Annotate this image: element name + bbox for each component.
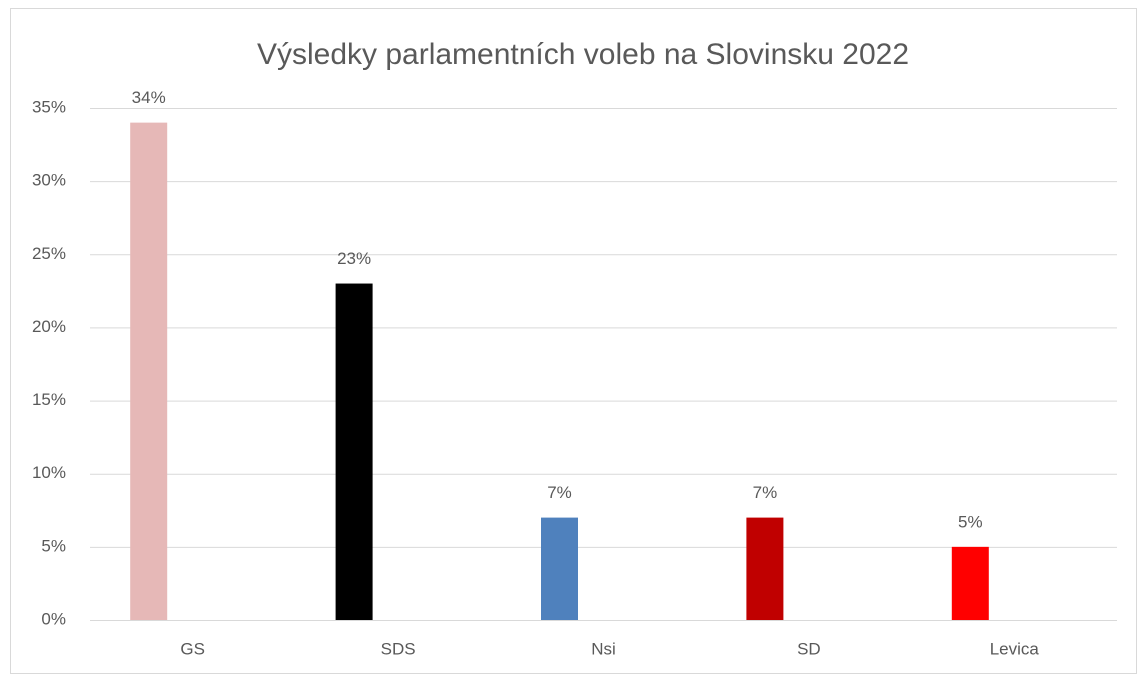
y-tick-label: 5% xyxy=(41,536,66,555)
bar xyxy=(335,283,373,620)
chart-title: Výsledky parlamentních voleb na Slovinsk… xyxy=(257,38,909,71)
x-tick-label: SD xyxy=(797,639,821,658)
x-tick-label: Levica xyxy=(990,639,1040,658)
x-tick-label: Nsi xyxy=(591,639,616,658)
y-tick-label: 0% xyxy=(41,609,66,628)
y-tick-label: 15% xyxy=(32,390,66,409)
data-label: 7% xyxy=(547,483,572,502)
y-tick-label: 30% xyxy=(32,171,66,190)
data-label: 7% xyxy=(753,483,778,502)
data-label: 34% xyxy=(132,88,166,107)
y-tick-label: 35% xyxy=(32,97,66,116)
bar xyxy=(746,517,784,620)
y-tick-label: 25% xyxy=(32,244,66,263)
bar xyxy=(951,546,989,620)
bar xyxy=(541,517,578,620)
data-label: 23% xyxy=(337,249,371,268)
y-tick-label: 10% xyxy=(32,463,66,482)
x-tick-label: GS xyxy=(180,639,205,658)
x-tick-label: SDS xyxy=(381,639,416,658)
data-label: 5% xyxy=(958,512,983,531)
bar xyxy=(130,122,168,620)
y-tick-label: 20% xyxy=(32,317,66,336)
